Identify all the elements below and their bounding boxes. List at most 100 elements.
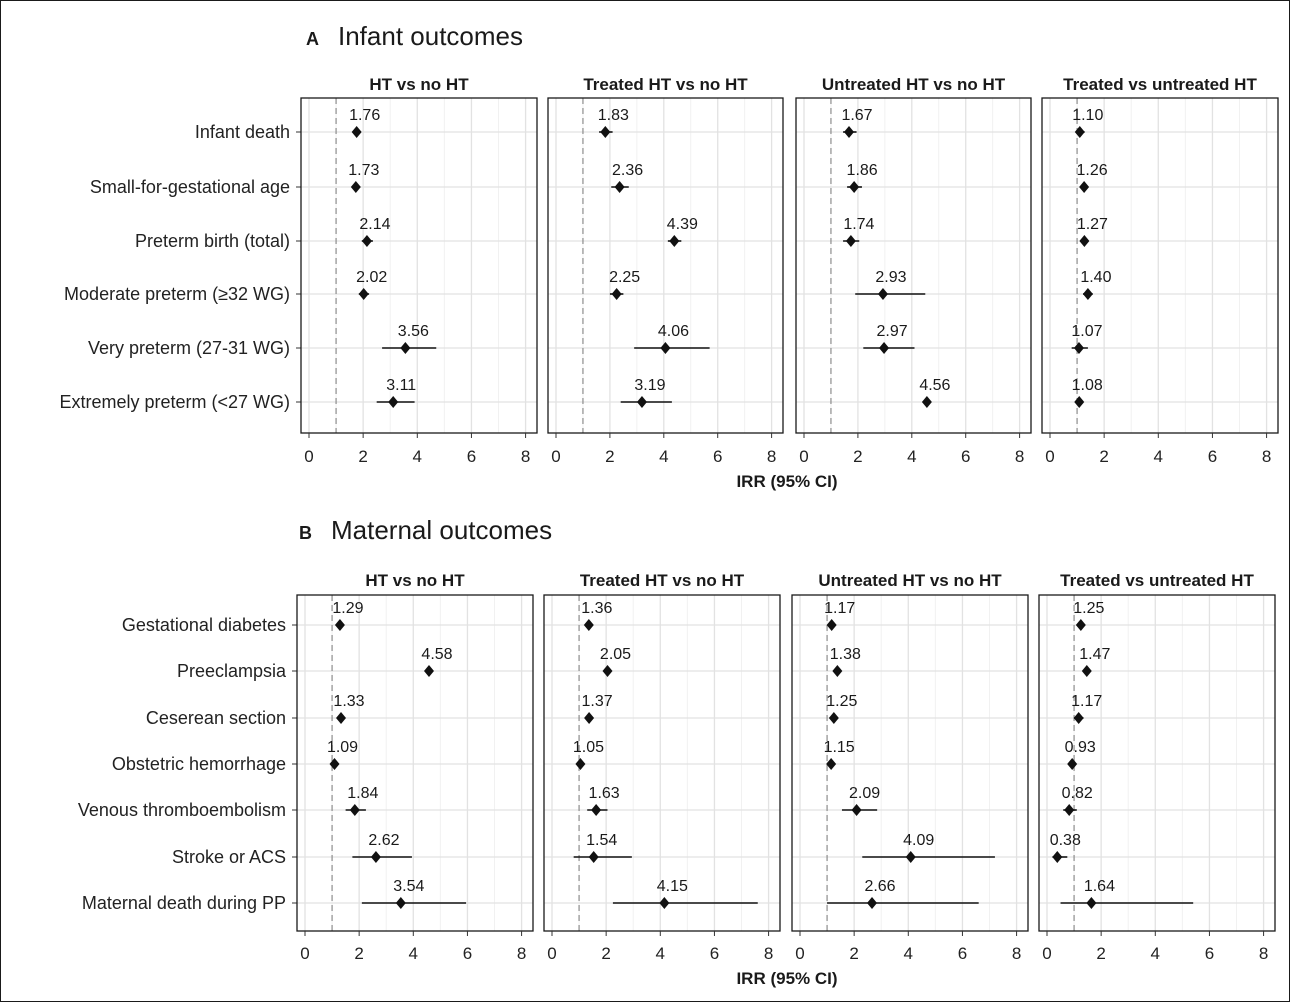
- value-label: 1.67: [841, 107, 872, 124]
- section-letter-a: A: [306, 29, 319, 49]
- point-marker: [583, 619, 594, 631]
- row-label: Maternal death during PP: [82, 893, 286, 913]
- value-label: 1.07: [1071, 323, 1102, 340]
- row-label: Very preterm (27-31 WG): [88, 338, 290, 358]
- point-marker: [1073, 342, 1084, 354]
- value-label: 2.02: [356, 269, 387, 286]
- x-tick-label: 2: [601, 944, 610, 963]
- x-tick-label: 6: [958, 944, 967, 963]
- point-marker: [1075, 619, 1086, 631]
- value-label: 0.93: [1065, 739, 1096, 756]
- point-marker: [844, 126, 855, 138]
- point-marker: [660, 342, 671, 354]
- panel-border: [300, 97, 538, 434]
- value-label: 1.73: [348, 162, 379, 179]
- value-label: 1.36: [581, 600, 612, 617]
- x-tick-label: 2: [849, 944, 858, 963]
- value-label: 3.56: [398, 323, 429, 340]
- x-tick-label: 6: [710, 944, 719, 963]
- value-label: 1.47: [1079, 646, 1110, 663]
- row-label: Extremely preterm (<27 WG): [59, 392, 290, 412]
- value-label: 1.29: [332, 600, 363, 617]
- point-marker: [1086, 897, 1097, 909]
- row-label: Infant death: [195, 122, 290, 142]
- x-tick-label: 8: [1262, 447, 1271, 466]
- value-label: 1.25: [1073, 600, 1104, 617]
- value-label: 2.14: [359, 216, 390, 233]
- point-marker: [329, 758, 340, 770]
- panel-border: [296, 594, 534, 932]
- panel-title: Treated HT vs no HT: [583, 75, 748, 94]
- point-marker: [659, 897, 670, 909]
- value-label: 1.09: [327, 739, 358, 756]
- point-marker: [350, 181, 361, 193]
- x-tick-label: 8: [767, 447, 776, 466]
- x-tick-label: 0: [799, 447, 808, 466]
- point-marker: [600, 126, 611, 138]
- panel-border: [547, 97, 784, 434]
- point-marker: [845, 235, 856, 247]
- value-label: 4.56: [919, 377, 950, 394]
- point-marker: [1079, 235, 1090, 247]
- x-tick-label: 4: [907, 447, 916, 466]
- x-tick-label: 0: [1042, 944, 1051, 963]
- value-label: 1.26: [1077, 162, 1108, 179]
- x-tick-label: 6: [1205, 944, 1214, 963]
- point-marker: [828, 712, 839, 724]
- point-marker: [388, 396, 399, 408]
- point-marker: [826, 619, 837, 631]
- value-label: 2.62: [368, 832, 399, 849]
- point-marker: [336, 712, 347, 724]
- value-label: 2.25: [609, 269, 640, 286]
- point-marker: [584, 712, 595, 724]
- point-marker: [826, 758, 837, 770]
- panel-border: [1038, 594, 1276, 932]
- point-marker: [334, 619, 345, 631]
- section-letter-b: B: [299, 523, 312, 543]
- x-tick-label: 2: [853, 447, 862, 466]
- point-marker: [879, 342, 890, 354]
- x-tick-label: 8: [1259, 944, 1268, 963]
- point-marker: [400, 342, 411, 354]
- x-tick-label: 4: [409, 944, 418, 963]
- point-marker: [349, 804, 360, 816]
- row-label: Gestational diabetes: [122, 615, 286, 635]
- x-tick-label: 4: [1151, 944, 1160, 963]
- point-marker: [921, 396, 932, 408]
- panel-title: Untreated HT vs no HT: [818, 571, 1002, 590]
- panel-title: Untreated HT vs no HT: [822, 75, 1006, 94]
- value-label: 0.82: [1062, 785, 1093, 802]
- point-marker: [849, 181, 860, 193]
- point-marker: [905, 851, 916, 863]
- value-label: 1.86: [847, 162, 878, 179]
- value-label: 2.93: [875, 269, 906, 286]
- row-label: Ceserean section: [146, 708, 286, 728]
- x-tick-label: 0: [300, 944, 309, 963]
- point-marker: [867, 897, 878, 909]
- value-label: 1.83: [598, 107, 629, 124]
- row-label: Moderate preterm (≥32 WG): [64, 284, 290, 304]
- x-tick-label: 4: [659, 447, 668, 466]
- panel-title: HT vs no HT: [365, 571, 465, 590]
- x-axis-label: IRR (95% CI): [736, 969, 837, 988]
- value-label: 1.17: [1071, 693, 1102, 710]
- x-tick-label: 8: [521, 447, 530, 466]
- x-tick-label: 0: [1045, 447, 1054, 466]
- panel-border: [1041, 97, 1279, 434]
- value-label: 1.54: [586, 832, 617, 849]
- value-label: 2.66: [864, 878, 895, 895]
- value-label: 1.74: [843, 216, 874, 233]
- value-label: 1.33: [333, 693, 364, 710]
- panel-title: HT vs no HT: [369, 75, 469, 94]
- value-label: 4.39: [667, 216, 698, 233]
- point-marker: [591, 804, 602, 816]
- value-label: 4.15: [657, 878, 688, 895]
- x-tick-label: 2: [354, 944, 363, 963]
- point-marker: [832, 665, 843, 677]
- x-tick-label: 6: [713, 447, 722, 466]
- x-tick-label: 8: [1012, 944, 1021, 963]
- value-label: 4.09: [903, 832, 934, 849]
- x-tick-label: 4: [1154, 447, 1163, 466]
